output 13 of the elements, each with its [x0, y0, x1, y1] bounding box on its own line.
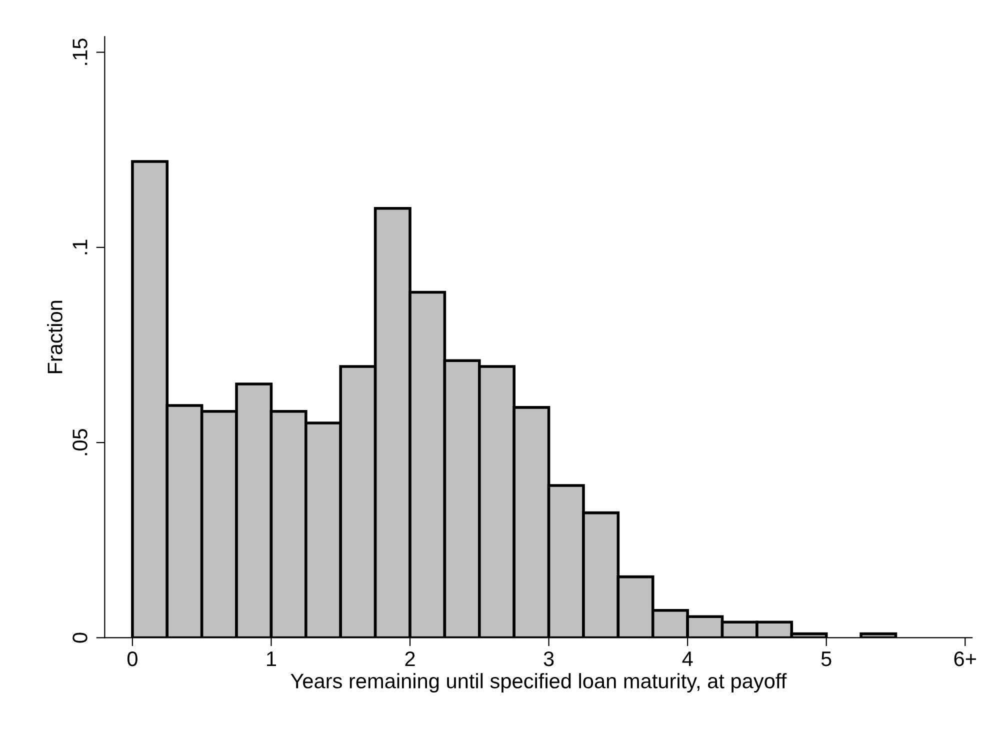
- x-tick-label: 4: [682, 652, 693, 666]
- y-axis-title: Fraction: [47, 300, 62, 374]
- x-tick-label: 6+: [954, 651, 976, 666]
- y-tick-label: .05: [72, 428, 88, 456]
- x-tick-label: 5: [821, 652, 832, 666]
- y-tick-label: 0: [72, 632, 88, 643]
- x-tick-label: 1: [267, 652, 276, 666]
- y-tick-label: .15: [72, 38, 88, 65]
- x-tick-label: 2: [405, 651, 415, 666]
- x-axis-title: Years remaining until specified loan maturity, at payoff: [290, 673, 787, 693]
- x-tick-label: 0: [127, 651, 138, 666]
- x-tick-label: 3: [544, 651, 554, 666]
- y-tick-label: .1: [72, 240, 88, 254]
